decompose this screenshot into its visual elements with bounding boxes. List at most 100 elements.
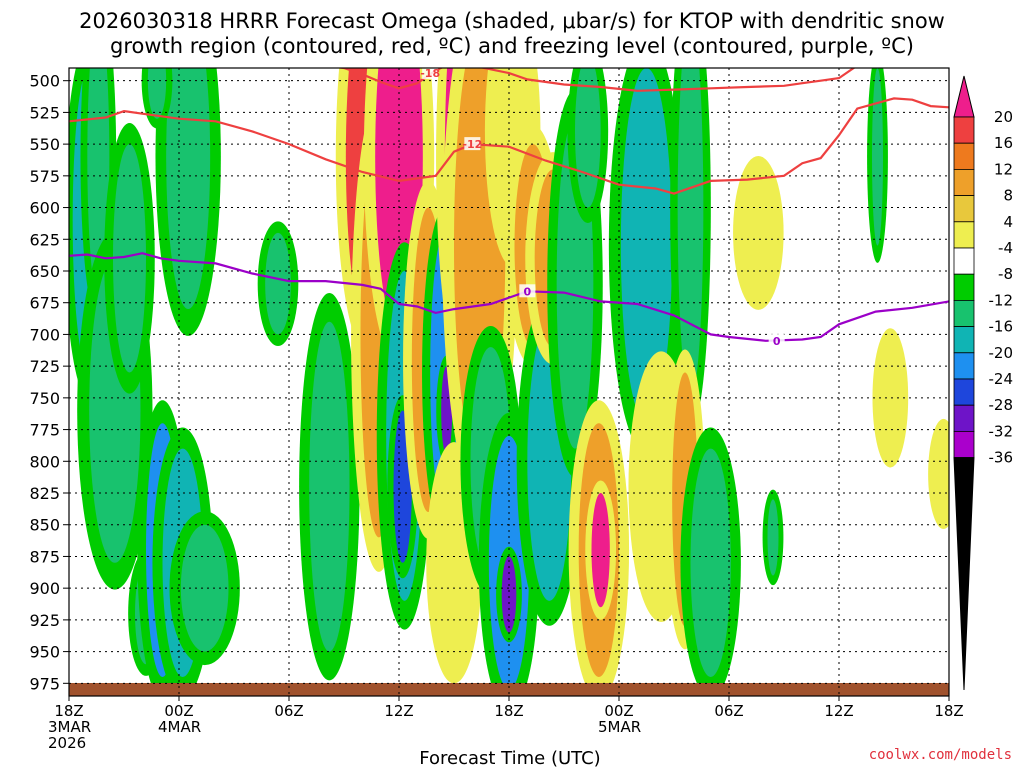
omega-cell — [575, 68, 601, 208]
omega-cell — [879, 340, 902, 455]
colorbar-swatch — [953, 142, 975, 170]
y-tick-label: 825 — [29, 484, 60, 503]
y-tick-label: 650 — [29, 262, 60, 281]
gridlines — [69, 68, 949, 696]
colorbar-label: 20 — [994, 108, 1013, 126]
colorbar-swatch — [953, 168, 975, 196]
colorbar-label: 12 — [994, 160, 1013, 178]
colorbar-label: -24 — [989, 370, 1014, 388]
contour-label: -12 — [462, 138, 482, 151]
colorbar-swatch — [953, 430, 975, 458]
y-tick-label: 725 — [29, 357, 60, 376]
colorbar-swatch — [953, 352, 975, 380]
x-tick-label: 06Z — [274, 702, 303, 720]
colorbar-swatch — [953, 221, 975, 249]
colorbar-swatch — [953, 404, 975, 432]
y-tick-label: 975 — [29, 674, 60, 693]
contour-line — [69, 97, 949, 195]
colorbar-bottom-arrow — [953, 457, 975, 691]
colorbar-label: -20 — [989, 344, 1014, 362]
colorbar-swatch — [953, 273, 975, 301]
site-credit[interactable]: coolwx.com/models — [869, 747, 1012, 763]
x-tick-label: 00Z — [164, 702, 193, 720]
colorbar-label: -16 — [989, 318, 1014, 336]
omega-cell — [872, 68, 883, 246]
omega-cell — [166, 68, 211, 310]
x-tick-label: 5MAR — [598, 718, 641, 736]
omega-cell — [147, 68, 167, 119]
omega-cell — [501, 556, 517, 633]
colorbar-label: -36 — [989, 449, 1014, 467]
chart-title-line2: growth region (contoured, red, ºC) and f… — [110, 34, 914, 58]
terrain-ground — [69, 683, 949, 696]
contour-label-bg — [464, 137, 481, 151]
omega-cell — [591, 493, 610, 608]
colorbar-swatch — [953, 195, 975, 223]
x-tick-label: 18Z — [934, 702, 963, 720]
colorbar: 20 16 12 8 4 -4 -8 -12 -16 -20 -24 -28 -32 -36 — [953, 75, 1014, 691]
y-tick-label: 950 — [29, 643, 60, 662]
contour-label: -18 — [420, 67, 440, 80]
omega-cell — [934, 429, 949, 519]
colorbar-label: -28 — [989, 396, 1014, 414]
y-tick-label: 500 — [29, 72, 60, 91]
colorbar-swatch — [953, 326, 975, 354]
x-tick-label: 12Z — [384, 702, 413, 720]
omega-shading — [69, 68, 949, 696]
omega-cell — [767, 499, 779, 576]
colorbar-swatch — [953, 247, 975, 275]
contour-label-bg — [519, 284, 536, 298]
omega-cell — [113, 144, 146, 373]
y-tick-label: 750 — [29, 389, 60, 408]
contour-label-bg — [422, 68, 439, 80]
x-tick-label: 18Z — [494, 702, 523, 720]
x-tick-label: 4MAR — [158, 718, 201, 736]
x-tick-label: 00Z — [604, 702, 633, 720]
colorbar-label: 8 — [1003, 187, 1013, 205]
x-axis-title: Forecast Time (UTC) — [419, 748, 600, 768]
x-tick-label: 12Z — [824, 702, 853, 720]
x-tick-label: 2026 — [48, 734, 86, 752]
y-tick-label: 675 — [29, 294, 60, 313]
colorbar-label: -12 — [989, 291, 1014, 309]
x-tick-label: 18Z — [54, 702, 83, 720]
y-tick-label: 600 — [29, 199, 60, 218]
colorbar-label: -32 — [989, 422, 1014, 440]
omega-cell — [690, 448, 731, 677]
temperature-contours: -12 -18 0 0 — [69, 67, 949, 348]
y-tick-label: 625 — [29, 230, 60, 249]
y-tick-label: 525 — [29, 103, 60, 122]
contour-label: 0 — [524, 285, 532, 298]
colorbar-swatch — [953, 116, 975, 144]
contour-label: 0 — [773, 335, 781, 348]
y-tick-label: 875 — [29, 547, 60, 566]
omega-cell — [180, 524, 229, 652]
x-tick-label: 06Z — [714, 702, 743, 720]
contour-label-bg — [768, 333, 785, 347]
y-tick-label: 575 — [29, 167, 60, 186]
omega-cell — [741, 169, 775, 297]
y-tick-label: 700 — [29, 325, 60, 344]
contour-line — [69, 252, 949, 342]
colorbar-label: -4 — [998, 239, 1013, 257]
colorbar-swatch — [953, 299, 975, 327]
chart-title-line1: 2026030318 HRRR Forecast Omega (shaded, … — [79, 9, 945, 33]
y-tick-label: 775 — [29, 421, 60, 440]
y-tick-label: 800 — [29, 452, 60, 471]
omega-cell — [87, 68, 110, 297]
colorbar-swatch — [953, 378, 975, 406]
x-tick-label: 3MAR — [48, 718, 91, 736]
colorbar-label: 4 — [1003, 213, 1013, 231]
y-tick-label: 850 — [29, 516, 60, 535]
contour-line — [335, 68, 856, 92]
colorbar-label: 16 — [994, 134, 1013, 152]
omega-cell — [265, 232, 291, 335]
y-tick-label: 925 — [29, 611, 60, 630]
y-tick-label: 900 — [29, 579, 60, 598]
y-axis: 500 525 550 575 600 625 650 675 700 725 750 775 800 8… — [29, 72, 69, 693]
colorbar-label: -8 — [998, 265, 1013, 283]
omega-cell — [677, 68, 704, 398]
omega-cell — [309, 321, 350, 652]
